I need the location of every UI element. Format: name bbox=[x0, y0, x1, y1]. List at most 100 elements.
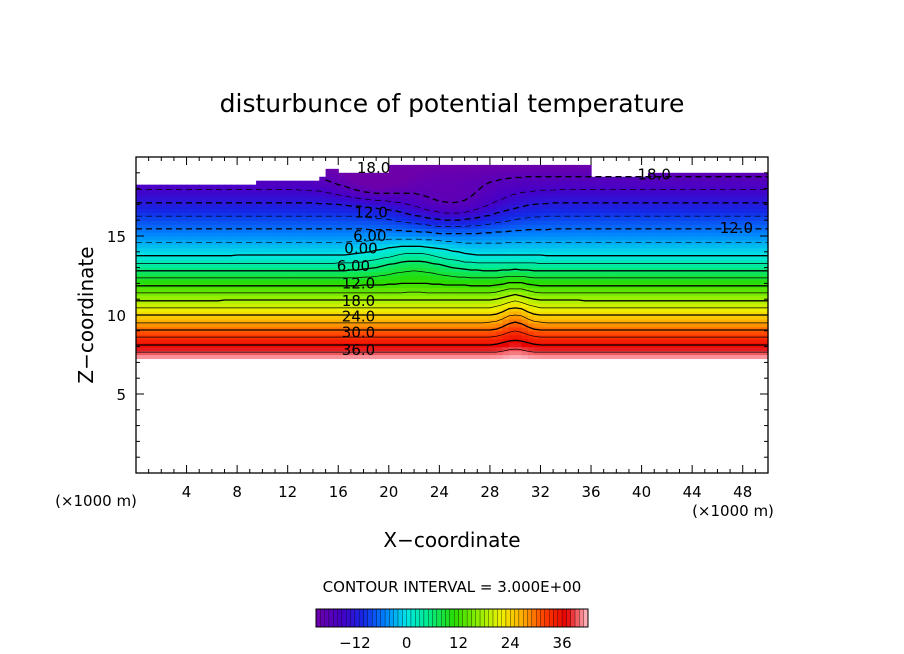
field-cell bbox=[205, 192, 213, 198]
field-cell bbox=[256, 330, 263, 336]
field-cell bbox=[660, 315, 668, 320]
field-cell bbox=[603, 224, 611, 229]
field-cell bbox=[692, 259, 700, 265]
field-cell bbox=[445, 168, 453, 174]
field-cell bbox=[742, 271, 750, 277]
field-cell bbox=[426, 236, 434, 241]
field-cell bbox=[559, 299, 567, 304]
field-cell bbox=[369, 200, 377, 205]
field-cell bbox=[673, 307, 681, 312]
field-cell bbox=[369, 188, 377, 194]
field-cell bbox=[591, 303, 598, 308]
field-cell bbox=[692, 263, 700, 269]
colorbar-swatch bbox=[518, 608, 524, 628]
field-cell bbox=[205, 184, 213, 190]
field-cell bbox=[527, 279, 535, 284]
field-cell bbox=[287, 291, 295, 296]
field-cell bbox=[331, 299, 339, 304]
field-cell bbox=[534, 346, 542, 352]
field-cell bbox=[439, 251, 447, 257]
field-cell bbox=[635, 354, 643, 360]
field-cell bbox=[628, 184, 636, 190]
field-cell bbox=[641, 338, 649, 344]
field-cell bbox=[730, 311, 737, 316]
field-cell bbox=[723, 212, 731, 217]
field-cell bbox=[654, 315, 662, 320]
field-cell bbox=[173, 322, 181, 328]
field-cell bbox=[628, 255, 636, 261]
field-cell bbox=[736, 192, 744, 198]
field-cell bbox=[420, 212, 428, 217]
field-cell bbox=[730, 291, 737, 296]
field-cell bbox=[420, 216, 428, 221]
field-cell bbox=[376, 220, 384, 225]
field-cell bbox=[628, 279, 636, 284]
field-cell bbox=[452, 299, 459, 304]
field-cell bbox=[218, 232, 226, 237]
field-cell bbox=[395, 267, 403, 273]
field-cell bbox=[749, 208, 756, 213]
field-cell bbox=[344, 291, 352, 296]
field-cell bbox=[635, 311, 643, 316]
field-cell bbox=[388, 251, 396, 257]
field-cell bbox=[761, 295, 769, 300]
field-cell bbox=[496, 271, 504, 277]
field-cell bbox=[616, 263, 624, 269]
field-cell bbox=[723, 303, 731, 308]
field-cell bbox=[319, 236, 327, 241]
field-cell bbox=[338, 259, 346, 265]
field-cell bbox=[508, 184, 516, 190]
field-cell bbox=[496, 188, 504, 194]
field-cell bbox=[331, 354, 339, 360]
field-cell bbox=[382, 338, 390, 344]
field-cell bbox=[237, 315, 245, 320]
field-cell bbox=[363, 311, 371, 316]
field-cell bbox=[704, 287, 712, 292]
field-cell bbox=[180, 350, 188, 356]
field-cell bbox=[395, 216, 403, 221]
field-cell bbox=[742, 251, 750, 257]
field-cell bbox=[527, 315, 535, 320]
field-cell bbox=[704, 255, 712, 261]
field-cell bbox=[136, 196, 143, 202]
field-cell bbox=[249, 315, 257, 320]
field-cell bbox=[154, 354, 162, 360]
field-cell bbox=[477, 338, 485, 344]
field-cell bbox=[679, 176, 687, 182]
field-cell bbox=[477, 196, 485, 202]
field-cell bbox=[546, 354, 554, 360]
field-cell bbox=[508, 271, 516, 277]
field-cell bbox=[205, 291, 213, 296]
field-cell bbox=[515, 346, 523, 352]
field-cell bbox=[717, 263, 725, 269]
field-cell bbox=[243, 330, 251, 336]
field-cell bbox=[445, 184, 453, 190]
field-cell bbox=[218, 311, 226, 316]
field-cell bbox=[344, 263, 352, 269]
field-cell bbox=[180, 188, 188, 194]
field-cell bbox=[679, 232, 687, 237]
field-cell bbox=[521, 259, 529, 265]
field-cell bbox=[350, 236, 358, 241]
field-cell bbox=[382, 346, 390, 352]
field-cell bbox=[685, 259, 693, 265]
field-cell bbox=[199, 271, 207, 277]
field-cell bbox=[281, 279, 289, 284]
field-cell bbox=[331, 236, 339, 241]
field-cell bbox=[628, 267, 636, 273]
field-cell bbox=[433, 232, 440, 237]
field-cell bbox=[470, 322, 478, 328]
field-cell bbox=[325, 172, 333, 178]
field-cell bbox=[489, 303, 497, 308]
colorbar-swatch bbox=[540, 608, 545, 628]
field-cell bbox=[496, 299, 504, 304]
field-cell bbox=[192, 243, 200, 249]
field-cell bbox=[673, 255, 681, 261]
field-cell bbox=[426, 204, 434, 209]
field-cell bbox=[584, 176, 592, 182]
field-cell bbox=[704, 204, 712, 209]
field-cell bbox=[572, 172, 579, 178]
field-cell bbox=[553, 338, 561, 344]
field-cell bbox=[458, 204, 466, 209]
